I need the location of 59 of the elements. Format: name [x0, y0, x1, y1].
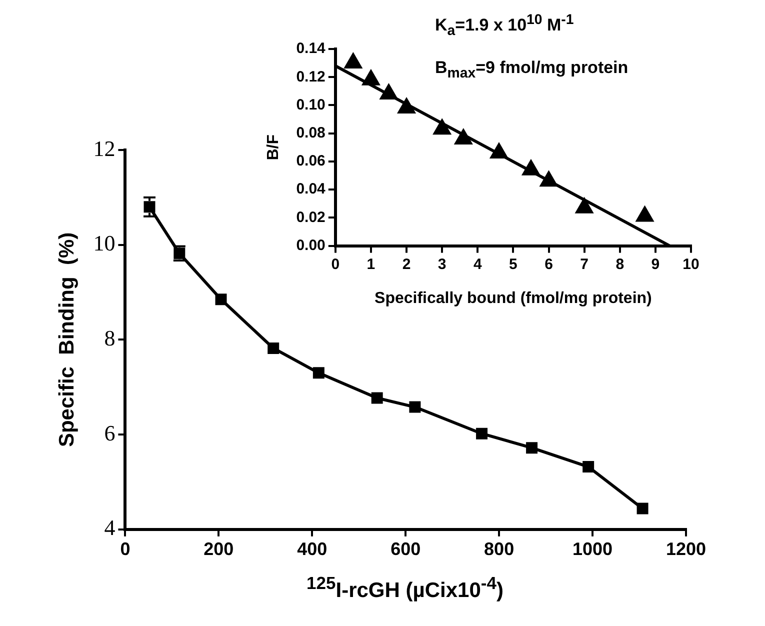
point: [371, 392, 383, 404]
text: K$_{a}$=1.9 x 10$^{10}$ M$^{-1}$: [435, 12, 574, 40]
point: [522, 160, 540, 176]
x-tick-label: 400: [297, 539, 328, 560]
point: [636, 502, 648, 514]
y-tick-label: 10: [93, 230, 116, 256]
x-tick-label: 600: [390, 539, 421, 560]
y-tick-label: 0.10: [296, 96, 326, 114]
y-tick-label: 0.02: [296, 208, 326, 226]
x-tick-label: 5: [509, 256, 518, 273]
point: [576, 198, 593, 214]
point: [636, 206, 654, 222]
point: [398, 98, 415, 114]
y-tick-label: 8: [104, 325, 116, 350]
x-tick-label: 8: [616, 256, 624, 273]
x-tick-label: 0: [331, 256, 340, 273]
y-tick-label: 12: [93, 136, 116, 161]
point: [476, 428, 488, 440]
point: [409, 401, 421, 413]
y-tick-label: 0.14: [296, 40, 326, 58]
point: [362, 70, 380, 86]
y-axis-title: Specific Binding (%): [55, 232, 78, 448]
x-tick-label: 1000: [572, 539, 613, 560]
x-tick-label: 800: [484, 539, 514, 560]
x-tick-label: 4: [473, 256, 482, 273]
x-tick-label: 10: [682, 256, 700, 273]
y-tick-label: 0.04: [296, 180, 326, 198]
point: [582, 461, 594, 473]
point: [144, 201, 156, 213]
y-tick-label: 4: [104, 515, 116, 540]
x-tick-label: 200: [204, 539, 234, 560]
x-tick-label: 2: [402, 256, 411, 273]
x-tick-label: 7: [580, 256, 588, 273]
x-axis-title: Specifically bound (fmol/mg protein): [374, 290, 652, 307]
point: [312, 367, 324, 379]
x-tick-label: 9: [651, 256, 660, 273]
x-tick-label: 1200: [666, 539, 706, 560]
point: [174, 248, 186, 260]
point: [215, 294, 227, 306]
y-tick-label: 6: [104, 420, 116, 446]
y-tick-label: 0.06: [296, 152, 326, 170]
point: [454, 129, 472, 144]
point: [434, 120, 451, 135]
y-tick-label: 0.12: [296, 68, 326, 86]
point: [490, 144, 508, 159]
x-tick-label: 3: [438, 256, 446, 273]
y-tick-label: 0.08: [296, 124, 326, 142]
x-tick-label: 0: [120, 539, 130, 560]
annotation: B$_{max}$=9 fmol/mg protein: [435, 58, 628, 82]
point: [380, 84, 398, 100]
x-tick-label: 1: [366, 256, 376, 273]
x-axis-title: $^{125}$I-rcGH (µCix10$^{-4}$): [306, 573, 504, 603]
y-axis-title: B/F: [265, 134, 282, 160]
point: [268, 342, 280, 354]
point: [540, 172, 558, 187]
point: [344, 54, 362, 69]
x-tick-label: 6: [544, 256, 553, 273]
y-tick-label: 0.00: [296, 236, 326, 254]
point: [526, 442, 538, 454]
